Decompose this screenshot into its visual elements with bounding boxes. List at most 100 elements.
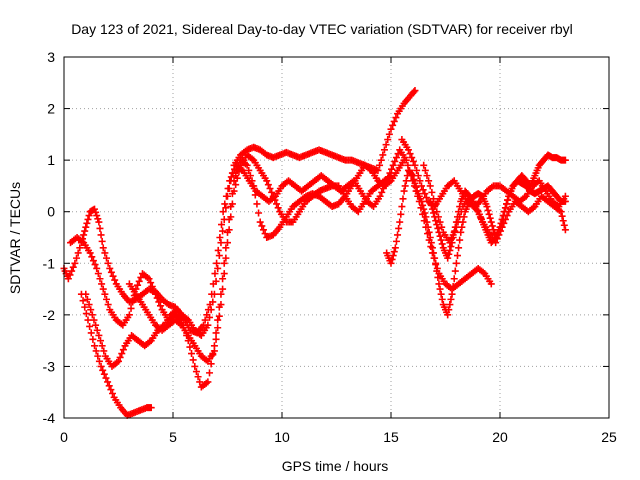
data-point <box>83 219 91 227</box>
data-point <box>559 217 567 225</box>
data-point <box>90 316 98 324</box>
data-point <box>217 290 225 298</box>
data-point <box>503 200 511 208</box>
data-point <box>84 215 92 223</box>
data-point <box>418 197 426 205</box>
data-point <box>217 239 225 247</box>
data-point <box>487 280 495 288</box>
data-point <box>98 280 106 288</box>
data-point <box>430 209 438 217</box>
data-point <box>255 209 263 217</box>
data-point <box>408 154 416 162</box>
data-point <box>402 177 410 185</box>
data-point <box>394 231 402 239</box>
series-track-9 <box>426 177 569 262</box>
data-point <box>400 187 408 195</box>
data-point <box>450 275 458 283</box>
data-point <box>206 301 214 309</box>
data-point <box>397 210 405 218</box>
data-point <box>384 136 392 144</box>
data-point <box>226 177 234 185</box>
data-point <box>212 329 220 337</box>
data-point <box>451 267 459 275</box>
data-point <box>428 244 436 252</box>
data-point <box>103 254 111 262</box>
data-point <box>273 200 281 208</box>
data-point <box>109 272 117 280</box>
data-point <box>379 185 387 193</box>
data-point <box>92 321 100 329</box>
data-point <box>376 192 384 200</box>
data-point <box>389 121 397 129</box>
data-point <box>561 156 569 164</box>
data-point <box>228 200 236 208</box>
data-point <box>86 249 94 257</box>
data-point <box>95 331 103 339</box>
data-point <box>392 154 400 162</box>
data-point <box>501 204 509 212</box>
data-point <box>73 254 81 262</box>
data-point <box>455 244 463 252</box>
data-point <box>266 185 274 193</box>
data-point <box>219 227 227 235</box>
data-point <box>147 279 155 287</box>
data-point <box>214 246 222 254</box>
data-point <box>118 350 126 358</box>
data-point <box>229 169 237 177</box>
data-point <box>412 183 420 191</box>
data-point <box>71 259 79 267</box>
data-point <box>456 236 464 244</box>
data-point <box>433 267 441 275</box>
data-point <box>94 352 102 360</box>
data-point <box>437 290 445 298</box>
chart-title: Day 123 of 2021, Sidereal Day-to-day VTE… <box>71 21 573 37</box>
data-point <box>156 302 164 310</box>
data-point <box>411 87 419 95</box>
data-point <box>434 224 442 232</box>
data-point <box>213 259 221 267</box>
data-point <box>433 208 441 216</box>
data-point <box>97 337 105 345</box>
data-point <box>438 240 446 248</box>
data-point <box>224 239 231 247</box>
data-point <box>423 172 431 180</box>
data-point <box>421 209 429 217</box>
data-point <box>99 285 107 293</box>
y-tick-label: 2 <box>47 101 55 117</box>
data-point <box>91 342 99 350</box>
y-tick-label: -3 <box>43 358 56 374</box>
data-point <box>428 205 436 213</box>
data-point <box>392 237 400 245</box>
data-point <box>215 312 223 320</box>
data-point <box>410 88 418 96</box>
data-point <box>402 156 410 164</box>
data-point <box>82 310 90 318</box>
data-point <box>434 273 442 281</box>
data-point <box>398 203 406 211</box>
data-point <box>500 208 508 216</box>
data-point <box>111 276 119 284</box>
data-point <box>129 298 137 306</box>
data-point <box>382 141 390 149</box>
data-point <box>271 196 279 204</box>
data-point <box>491 235 499 243</box>
data-point <box>410 175 418 183</box>
data-point <box>189 356 197 364</box>
data-point <box>222 254 230 262</box>
data-point <box>214 316 222 324</box>
data-point <box>485 210 493 218</box>
data-point <box>464 191 472 199</box>
data-point <box>77 290 85 298</box>
data-point <box>87 306 95 314</box>
data-point <box>380 146 388 154</box>
data-point <box>419 201 427 209</box>
data-point <box>218 221 226 229</box>
data-point <box>153 294 161 302</box>
data-point <box>93 326 101 334</box>
data-point <box>401 182 409 190</box>
series-track-1 <box>60 87 419 339</box>
data-point <box>216 234 224 241</box>
x-tick-label: 15 <box>383 429 399 445</box>
data-point <box>69 263 77 271</box>
data-point <box>378 188 386 196</box>
